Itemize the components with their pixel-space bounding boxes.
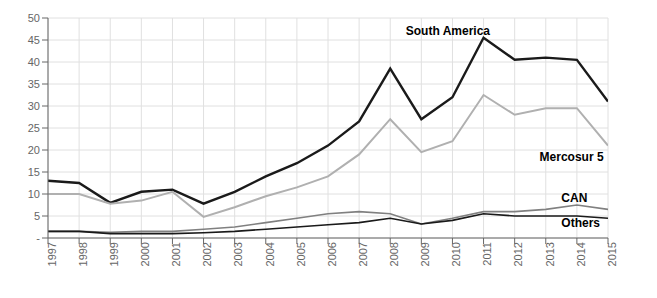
svg-text:2012: 2012	[512, 242, 524, 266]
svg-text:2005: 2005	[295, 242, 307, 266]
svg-text:1997: 1997	[46, 242, 58, 266]
svg-text:Others: Others	[561, 216, 600, 230]
svg-text:1998: 1998	[77, 242, 89, 266]
svg-text:2006: 2006	[326, 242, 338, 266]
svg-text:20: 20	[28, 144, 40, 156]
svg-text:2001: 2001	[170, 242, 182, 266]
svg-text:2015: 2015	[606, 242, 618, 266]
svg-text:1999: 1999	[108, 242, 120, 266]
svg-text:25: 25	[28, 122, 40, 134]
svg-text:2013: 2013	[544, 242, 556, 266]
svg-text:2007: 2007	[357, 242, 369, 266]
svg-text:50: 50	[28, 12, 40, 24]
svg-text:10: 10	[28, 188, 40, 200]
svg-text:2004: 2004	[264, 242, 276, 266]
svg-text:5: 5	[34, 210, 40, 222]
svg-text:CAN: CAN	[561, 191, 587, 205]
svg-text:15: 15	[28, 166, 40, 178]
svg-text:40: 40	[28, 56, 40, 68]
svg-text:2002: 2002	[201, 242, 213, 266]
svg-text:35: 35	[28, 78, 40, 90]
svg-text:2008: 2008	[388, 242, 400, 266]
svg-text:2014: 2014	[575, 242, 587, 266]
svg-text:2010: 2010	[450, 242, 462, 266]
svg-text:2011: 2011	[481, 242, 493, 266]
svg-text:2003: 2003	[232, 242, 244, 266]
svg-text:South America: South America	[406, 24, 491, 38]
svg-text:30: 30	[28, 100, 40, 112]
svg-text:Mercosur 5: Mercosur 5	[540, 150, 604, 164]
svg-text:2009: 2009	[419, 242, 431, 266]
svg-text:-: -	[36, 232, 40, 244]
svg-text:2000: 2000	[139, 242, 151, 266]
svg-text:45: 45	[28, 34, 40, 46]
